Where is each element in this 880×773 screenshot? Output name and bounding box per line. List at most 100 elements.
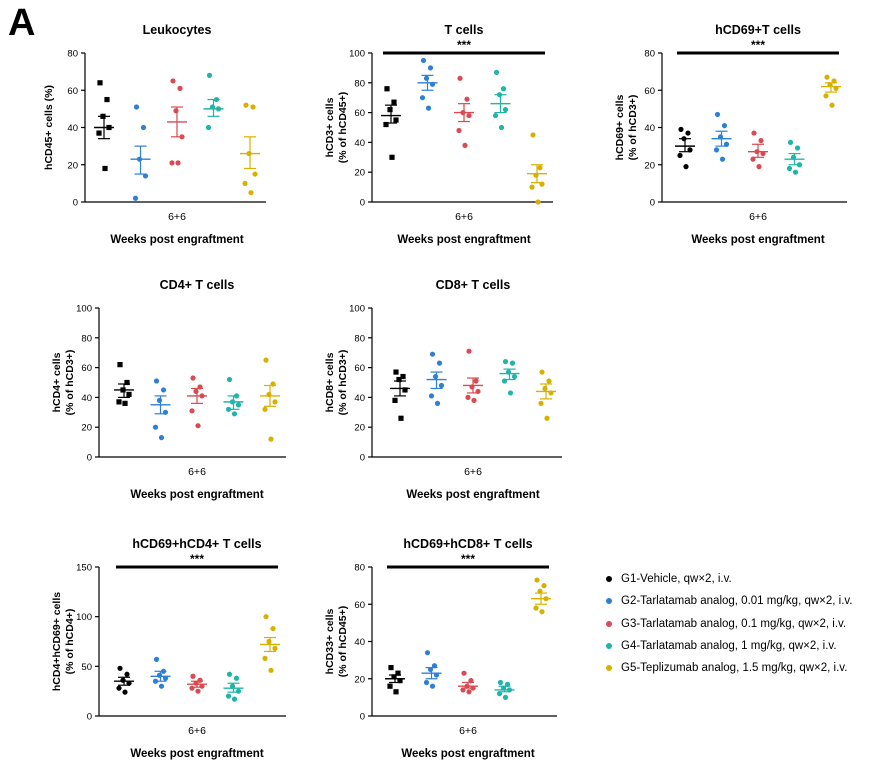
data-point [199,683,205,689]
series-group-4 [784,139,805,175]
data-point [502,359,509,365]
y-tick-label: 40 [67,123,78,134]
data-point [189,408,195,414]
y-tick-label: 150 [76,563,92,574]
y-tick-label: 80 [67,49,78,60]
series-group-1 [675,126,695,170]
chart-1: Leukocytes 0 20 40 60 80 hCD45+ cells (%) 6+6 We… [43,23,266,246]
data-point [462,142,468,148]
data-point [466,348,472,354]
data-point [262,406,268,412]
data-point [681,136,687,142]
data-point [500,86,507,92]
data-point [213,96,220,103]
data-point [539,609,545,615]
data-point [427,666,434,673]
data-point [170,78,176,84]
data-point [235,688,242,694]
data-point [391,674,397,680]
data-point [153,656,160,662]
series-group-5 [260,357,280,442]
data-point [719,156,726,162]
chart-title: CD4+ T cells [160,278,235,292]
series-group-3 [748,130,768,170]
legend-item-g4: G4-Tarlatamab analog, 1 mg/kg, qw×2, i.v… [606,635,853,657]
data-point [470,685,476,691]
y-tick-label: 60 [81,363,92,374]
data-point [683,164,689,170]
y-axis-label: hCD33+ cells [324,609,336,675]
data-point [96,130,102,136]
y-axis-label: hCD8+ cells [324,352,336,412]
data-point [120,387,126,393]
series-group-4 [499,359,520,396]
data-point [270,381,276,387]
data-point [760,150,766,157]
y-axis-label: hCD69+ cells [614,95,626,161]
y-tick-label: 0 [87,453,92,464]
y-axis-label: (% of hCD45+) [337,92,349,163]
data-point [464,683,470,689]
data-point [796,162,803,168]
series-group-5 [821,74,841,108]
data-point [197,384,203,390]
x-axis-label: Weeks post engraftment [130,489,264,501]
data-point [497,679,504,686]
y-tick-label: 80 [354,563,365,574]
data-point [229,683,236,689]
legend-marker-g1 [606,576,612,583]
data-point [533,605,539,611]
data-point [823,93,829,99]
data-point [833,85,839,91]
x-tick-label: 6+6 [188,725,206,737]
legend-marker-g4 [606,643,612,650]
data-point [393,689,399,695]
data-point [106,124,112,131]
data-point [506,687,513,693]
data-point [263,614,269,620]
data-point [493,69,500,75]
data-point [250,104,256,110]
data-point [678,126,684,132]
y-tick-label: 20 [81,423,92,434]
y-axis-label: (% of hCD3+) [627,95,639,161]
data-point [438,382,445,389]
y-tick-label: 60 [354,600,365,611]
data-point [133,104,140,110]
x-axis-label: Weeks post engraftment [406,489,540,501]
data-point [543,596,549,602]
y-axis-label: (% of hCD3+) [64,350,76,416]
legend-item-g2: G2-Tarlatamab analog, 0.01 mg/kg, qw×2, … [606,590,853,612]
data-point [122,689,128,695]
data-point [117,362,123,368]
y-tick-label: 100 [76,612,92,623]
data-point [233,675,240,681]
chart-title: Leukocytes [143,23,212,37]
data-point [533,172,539,178]
chart-7: hCD69+hCD8+ T cells 0 20 40 60 80 hCD33+ cells… [324,537,557,760]
y-tick-label: 20 [354,423,365,434]
chart-title: hCD69+hCD8+ T cells [403,537,532,551]
data-point [387,107,393,113]
series-group-2 [711,111,732,162]
data-point [391,99,397,105]
y-axis-label: (% of hCD4+) [64,609,76,675]
series-group-4 [494,679,515,700]
y-axis-label: hCD4+hCD69+ cells [51,592,63,691]
data-point [466,112,472,119]
y-tick-label: 80 [354,333,365,344]
data-point [460,687,466,693]
data-point [152,424,159,430]
data-point [539,181,545,187]
data-point [535,199,541,205]
series-group-5 [240,102,260,196]
x-tick-label: 6+6 [464,466,482,478]
x-axis-label: Weeks post engraftment [110,234,244,246]
data-point [226,671,233,677]
data-point [502,694,509,700]
legend-item-g5: G5-Teplizumab analog, 1.5 mg/kg, qw×2, i… [606,657,853,679]
data-point [160,668,167,674]
data-point [160,387,167,393]
data-point [548,390,554,396]
data-point [104,96,110,103]
